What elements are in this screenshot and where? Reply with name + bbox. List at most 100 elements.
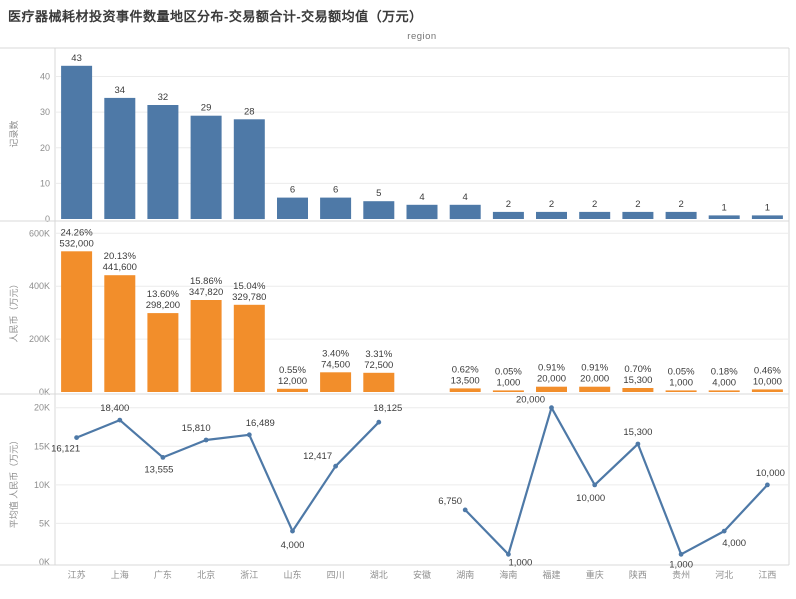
records-bar[interactable] [104,97,136,219]
average-point[interactable] [765,482,770,488]
amount-bar[interactable] [61,251,93,392]
pct-label: 15.86% [190,276,223,287]
y-tick-label: 0 [45,214,50,224]
x-category-label: 陕西 [629,569,647,580]
amount-bar[interactable] [190,300,222,392]
records-bar[interactable] [406,204,438,220]
records-bar[interactable] [449,204,481,220]
average-point[interactable] [117,417,123,423]
average-point[interactable] [506,551,511,557]
x-category-label: 湖北 [370,570,388,580]
average-point[interactable] [635,441,641,447]
amount-bar[interactable] [363,372,395,392]
value-label: 29 [201,103,212,114]
value-label: 13,555 [144,464,173,475]
amount-bar[interactable] [147,313,179,392]
records-bar[interactable] [320,197,352,219]
y-tick-label: 600K [29,228,50,238]
pct-label: 3.31% [365,349,392,360]
value-label: 1 [722,202,727,213]
y-tick-label: 200K [29,334,50,344]
average-point[interactable] [549,405,554,411]
y-tick-label: 20 [40,143,50,153]
value-label: 532,000 [59,238,93,249]
average-point[interactable] [246,432,252,438]
y-tick-label: 0K [39,557,50,567]
average-point[interactable] [592,482,598,488]
records-bar[interactable] [363,201,395,219]
records-bar[interactable] [233,119,265,220]
amount-bar[interactable] [277,388,308,392]
amount-bar[interactable] [622,388,654,392]
x-category-label: 北京 [197,569,215,580]
value-label: 18,125 [373,403,402,414]
value-label: 2 [592,199,597,210]
value-label: 2 [678,199,683,210]
pct-label: 0.46% [754,365,781,376]
records-bar[interactable] [536,211,567,219]
average-point[interactable] [721,528,727,534]
x-category-label: 浙江 [240,569,258,580]
records-bar[interactable] [277,197,308,219]
y-tick-label: 5K [39,518,50,528]
value-label: 6,750 [438,496,462,507]
amount-bar[interactable] [233,304,265,392]
average-point[interactable] [203,437,209,443]
value-label: 15,300 [623,427,652,438]
amount-bar[interactable] [751,389,783,392]
value-label: 2 [635,199,640,210]
value-label: 18,400 [100,403,129,414]
average-point[interactable] [678,551,684,557]
pct-label: 0.55% [279,365,306,376]
value-label: 20,000 [516,395,545,406]
records-bar[interactable] [61,65,93,219]
records-bar[interactable] [622,211,654,219]
records-bar[interactable] [751,215,783,219]
average-point[interactable] [462,507,468,513]
region-column-header: region [407,31,437,42]
value-label: 16,489 [246,418,275,429]
value-label: 1,000 [497,377,521,388]
value-label: 32 [158,92,169,103]
value-label: 10,000 [576,493,605,504]
amount-bar[interactable] [536,386,567,392]
pct-label: 3.40% [322,348,349,359]
value-label: 13,500 [451,375,480,386]
value-label: 34 [115,85,126,96]
y-tick-label: 0K [39,387,50,397]
records-bar[interactable] [147,105,179,219]
x-category-label: 安徽 [413,569,431,580]
chart-title: 医疗器械耗材投资事件数量地区分布-交易额合计-交易额均值（万元） [8,9,423,24]
amount-bar[interactable] [320,372,352,392]
value-label: 4 [463,192,468,203]
amount-bar[interactable] [104,275,136,392]
amount-bar[interactable] [708,390,740,392]
average-point[interactable] [333,463,338,469]
value-label: 1,000 [669,559,693,570]
records-bar[interactable] [708,215,740,219]
x-category-label: 江苏 [68,569,86,580]
x-category-label: 湖南 [456,569,474,580]
amount-bar[interactable] [579,386,611,392]
amount-bar[interactable] [449,388,481,392]
value-label: 15,300 [623,375,652,386]
records-bar[interactable] [190,115,222,219]
average-point[interactable] [160,455,166,460]
value-label: 10,000 [753,376,782,387]
x-category-label: 贵州 [672,569,690,580]
average-point[interactable] [376,419,382,425]
amount-bar[interactable] [665,390,697,392]
amount-bar[interactable] [492,390,524,392]
value-label: 2 [506,199,511,210]
value-label: 6 [333,185,338,196]
records-bar[interactable] [665,211,697,219]
value-label: 12,000 [278,376,307,387]
records-bar[interactable] [492,211,524,219]
y-tick-label: 40 [40,72,50,82]
pct-label: 20.13% [104,251,137,262]
average-point[interactable] [290,528,295,534]
average-point[interactable] [74,435,79,440]
value-label: 4,000 [281,540,305,551]
records-bar[interactable] [579,211,611,219]
